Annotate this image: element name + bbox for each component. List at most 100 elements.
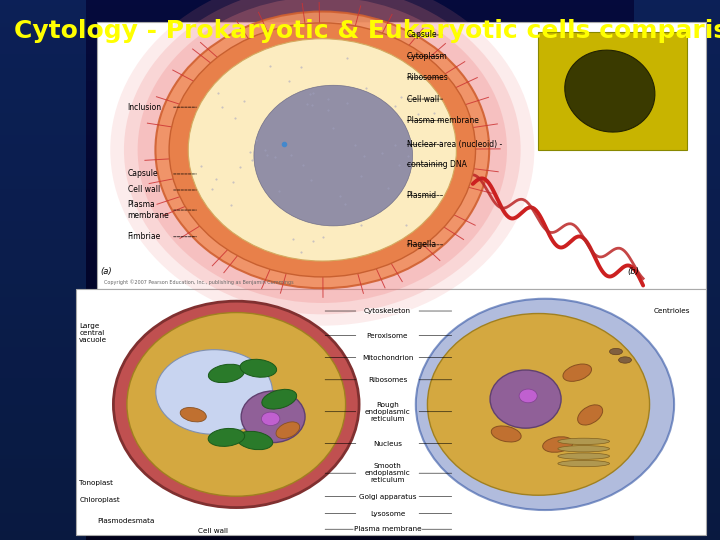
Bar: [0, 139, 720, 144]
Text: Plasma membrane: Plasma membrane: [407, 116, 479, 125]
Text: Cytoplasm: Cytoplasm: [407, 52, 447, 61]
Bar: [0, 526, 720, 531]
Bar: [0, 77, 720, 81]
Bar: [0, 58, 720, 63]
Ellipse shape: [543, 437, 573, 453]
Bar: [0, 207, 720, 212]
Bar: [0, 63, 720, 68]
Bar: [0, 328, 720, 333]
Bar: [0, 45, 720, 50]
Bar: [0, 274, 720, 279]
Bar: [0, 50, 720, 54]
Text: Copyright ©2007 Pearson Education, Inc., publishing as Benjamin Cummings: Copyright ©2007 Pearson Education, Inc.,…: [104, 279, 294, 285]
Text: Cell wall: Cell wall: [407, 94, 439, 104]
Bar: [0, 301, 720, 306]
Bar: [0, 409, 720, 414]
Ellipse shape: [276, 422, 300, 438]
Text: containing DNA: containing DNA: [407, 160, 467, 169]
Bar: [0, 338, 720, 342]
Bar: [0, 23, 720, 27]
Bar: [0, 270, 720, 274]
Ellipse shape: [240, 359, 276, 377]
Bar: [0, 166, 720, 171]
FancyBboxPatch shape: [97, 22, 706, 289]
Ellipse shape: [558, 438, 610, 444]
Text: Capsule: Capsule: [407, 30, 437, 39]
Bar: [0, 364, 720, 369]
Bar: [0, 247, 720, 252]
Bar: [0, 185, 720, 189]
Bar: [0, 99, 720, 104]
Bar: [0, 202, 720, 207]
Bar: [0, 126, 720, 131]
Ellipse shape: [188, 39, 456, 261]
Bar: [0, 256, 720, 261]
Text: Ribosomes: Ribosomes: [368, 377, 407, 383]
Ellipse shape: [138, 0, 507, 303]
Text: Plasmid: Plasmid: [407, 191, 437, 200]
Bar: [0, 504, 720, 509]
Ellipse shape: [254, 85, 413, 226]
Bar: [0, 288, 720, 293]
Bar: [0, 351, 720, 355]
Bar: [0, 158, 720, 162]
Bar: [0, 266, 720, 270]
Bar: [0, 459, 720, 463]
Bar: [634, 0, 720, 540]
Bar: [0, 522, 720, 526]
Bar: [0, 369, 720, 374]
Ellipse shape: [428, 314, 649, 495]
Ellipse shape: [262, 389, 297, 409]
Bar: [0, 68, 720, 72]
Bar: [0, 320, 720, 324]
Bar: [0, 486, 720, 490]
Bar: [0, 477, 720, 482]
Text: Peroxisome: Peroxisome: [366, 333, 408, 339]
Bar: [0, 355, 720, 360]
Bar: [0, 122, 720, 126]
Text: Plasma
membrane: Plasma membrane: [127, 200, 169, 220]
Ellipse shape: [208, 428, 245, 447]
Text: Cell wall: Cell wall: [198, 528, 228, 534]
Bar: [0, 0, 720, 4]
Bar: [0, 517, 720, 522]
Bar: [0, 144, 720, 148]
FancyBboxPatch shape: [76, 289, 706, 535]
Text: Fimbriae: Fimbriae: [127, 232, 161, 241]
Bar: [539, 32, 688, 150]
Bar: [0, 463, 720, 468]
Bar: [0, 378, 720, 382]
Bar: [0, 220, 720, 225]
Text: Tonoplast: Tonoplast: [79, 480, 113, 486]
Ellipse shape: [563, 364, 592, 381]
Bar: [0, 374, 720, 378]
Bar: [0, 85, 720, 90]
Bar: [0, 243, 720, 247]
Text: Golgi apparatus: Golgi apparatus: [359, 494, 416, 500]
Bar: [0, 0, 86, 540]
Text: Mitochondrion: Mitochondrion: [361, 355, 413, 361]
Ellipse shape: [416, 299, 674, 510]
Ellipse shape: [110, 0, 534, 326]
Bar: [0, 455, 720, 459]
Bar: [0, 536, 720, 540]
Bar: [0, 500, 720, 504]
Bar: [0, 117, 720, 122]
Ellipse shape: [156, 11, 489, 288]
Ellipse shape: [237, 431, 273, 450]
Bar: [0, 315, 720, 320]
Ellipse shape: [127, 313, 346, 496]
Bar: [0, 324, 720, 328]
Bar: [0, 441, 720, 445]
Bar: [0, 40, 720, 45]
Bar: [0, 306, 720, 310]
Ellipse shape: [180, 408, 207, 422]
Bar: [0, 468, 720, 472]
Bar: [0, 239, 720, 243]
Bar: [0, 342, 720, 347]
Bar: [0, 310, 720, 315]
Ellipse shape: [610, 348, 622, 355]
Text: Nucleus: Nucleus: [373, 441, 402, 447]
Text: Lysosome: Lysosome: [370, 511, 405, 517]
Bar: [0, 148, 720, 153]
